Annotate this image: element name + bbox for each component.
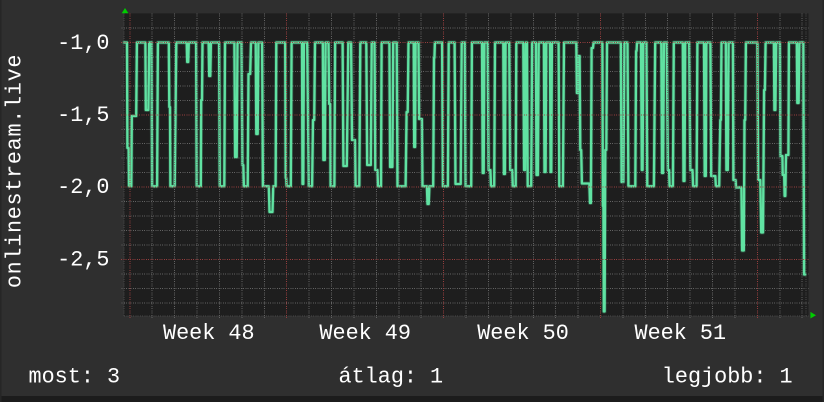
svg-text:Week 51: Week 51: [635, 321, 727, 346]
svg-text:-2,0: -2,0: [57, 175, 109, 200]
svg-text:-1,5: -1,5: [57, 103, 109, 128]
svg-text:Week 50: Week 50: [477, 321, 569, 346]
svg-text:átlag: 1: átlag: 1: [339, 365, 444, 390]
svg-text:onlinestream.live: onlinestream.live: [3, 54, 28, 288]
svg-text:legjobb: 1: legjobb: 1: [662, 365, 793, 390]
svg-text:-2,5: -2,5: [57, 247, 109, 272]
svg-text:Week 48: Week 48: [163, 321, 255, 346]
svg-text:Week 49: Week 49: [319, 321, 411, 346]
svg-text:-1,0: -1,0: [57, 31, 109, 56]
svg-text:most: 3: most: 3: [29, 365, 121, 390]
